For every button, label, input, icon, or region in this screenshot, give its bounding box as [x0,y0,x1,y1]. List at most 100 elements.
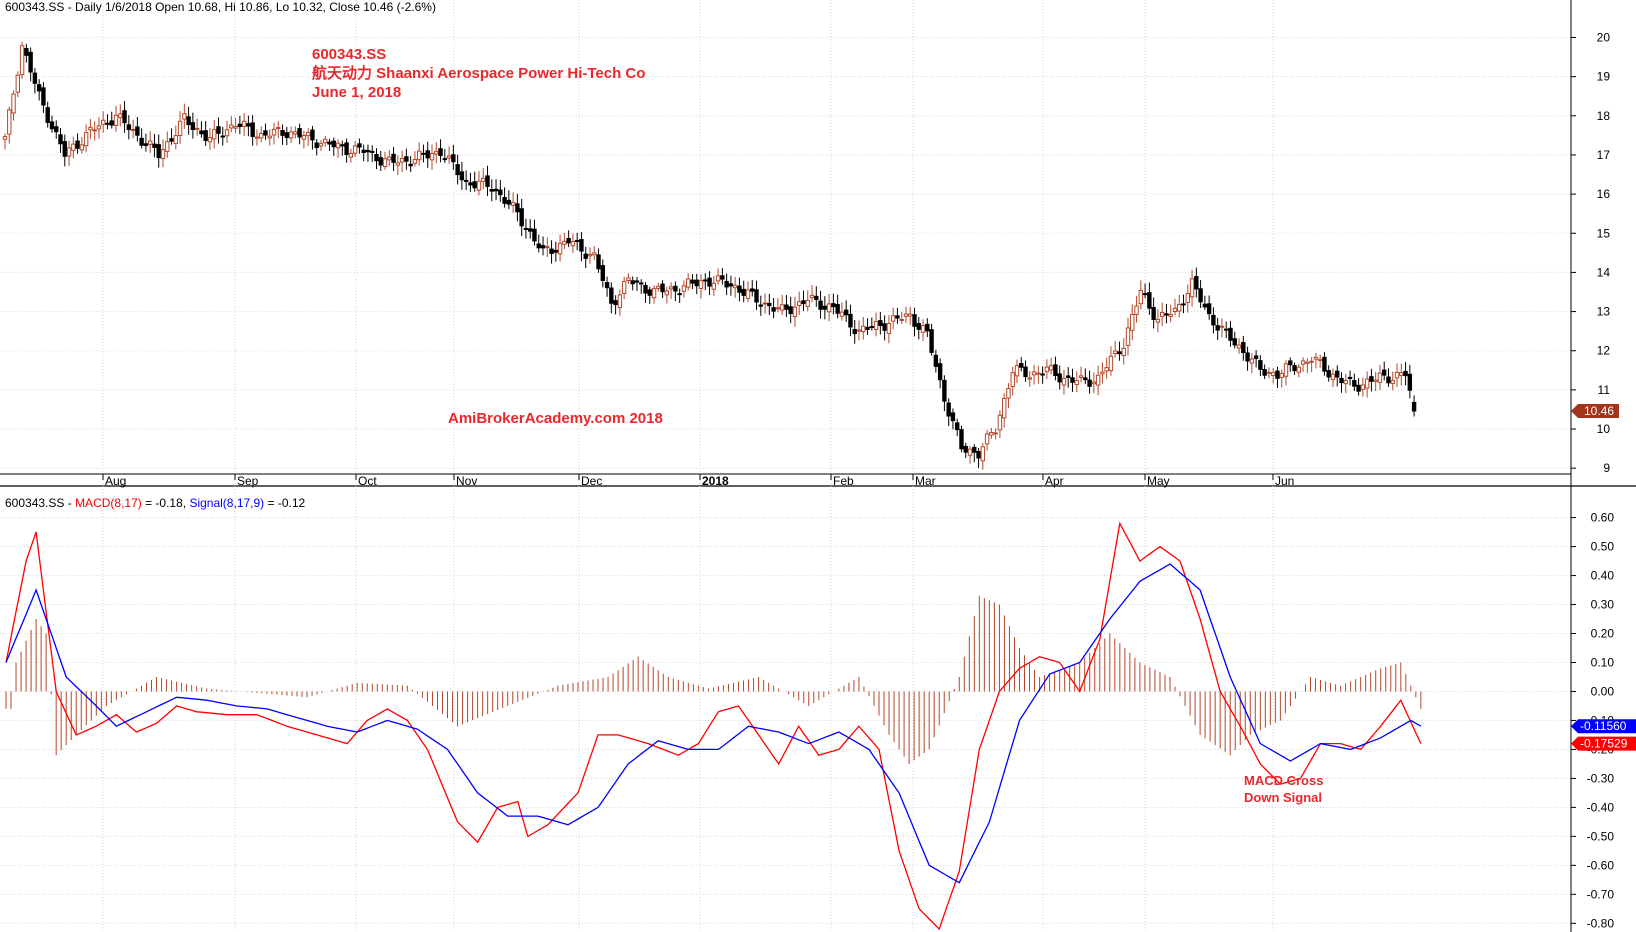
candle-body [109,120,114,126]
candle-body [587,253,593,257]
candle-body [41,87,46,106]
candle-body [1151,307,1156,320]
candle-body [955,422,960,431]
candle-body [186,116,191,126]
macd-y-tick-label: 0.50 [1591,540,1615,554]
candle-body [878,320,883,327]
candle-body [442,158,448,161]
candle-body [506,199,512,205]
candle-body [788,306,793,315]
candle-body [1053,364,1058,376]
price-y-tick-label: 10 [1597,422,1611,436]
candle-body [856,329,862,332]
candle-body [634,280,640,283]
candle-body [1373,379,1378,382]
macd-y-tick-label: 0.20 [1591,627,1615,641]
candle-body [1155,318,1161,323]
candle-body [758,304,763,307]
candle-body [1270,372,1276,376]
candle-body [980,446,986,462]
x-tick-label: Aug [105,474,126,488]
macd-header: 600343.SS - MACD(8,17) = -0.18, Signal(8… [5,496,305,510]
candle-body [724,280,729,288]
y-axes: Aug Sep Oct Nov Dec 2018 Feb Mar Apr May Jun910111… [105,30,1636,930]
candle-body [391,153,396,163]
candle-body [831,303,836,308]
annotation-line-1: MACD Cross [1244,773,1324,788]
candle-body [276,126,281,129]
candle-body [335,142,341,149]
candle-body [340,144,345,147]
candle-body [472,181,477,189]
x-tick-label: Dec [581,474,602,488]
candle-body [925,323,930,332]
candle-body [1057,373,1062,383]
candle-body [318,143,324,147]
candle-body [301,134,307,140]
x-tick-label: May [1147,474,1170,488]
candle-body [1164,313,1169,316]
candle-body [639,282,644,285]
candle-body [698,280,704,289]
candle-body [1211,314,1216,326]
candle-body [182,113,187,120]
title-symbol: 600343.SS [312,46,387,63]
candle-body [1091,381,1097,385]
candle-body [1061,377,1067,386]
macd-y-tick-label: -0.60 [1587,858,1615,872]
candle-body [570,240,576,247]
candle-body [677,293,682,296]
chart-title: 600343.SS 航天动力 Shaanxi Aerospace Power H… [312,45,645,102]
candle-body [79,144,85,151]
title-date: June 1, 2018 [312,84,402,101]
candle-body [126,124,132,130]
candle-body [1219,325,1225,328]
candle-body [1215,325,1220,331]
price-y-tick-label: 9 [1603,461,1610,475]
x-tick-label: 2018 [702,474,729,488]
candle-body [574,239,580,242]
candle-body [818,300,823,310]
candle-body [621,281,627,295]
candle-body [1245,352,1250,362]
candle-body [579,239,584,252]
candle-body [395,162,401,166]
candle-body [399,157,405,163]
candle-body [489,189,494,192]
candle-body [71,143,76,151]
candle-body [1296,366,1302,373]
candle-body [169,138,174,142]
candle-body [1023,366,1028,378]
candle-body [1253,355,1259,359]
candle-body [566,237,571,244]
candle-body [545,246,550,249]
candle-body [130,128,136,131]
candle-body [1326,370,1331,378]
candle-body [1100,371,1105,375]
candle-body [1228,327,1233,341]
candle-body [523,227,529,230]
candle-body [250,122,255,137]
candle-body [865,326,870,330]
candle-body [1407,373,1413,391]
candle-body [972,446,977,453]
candle-body [305,132,311,137]
candle-body [1189,278,1195,298]
candle-body [1309,360,1314,363]
candle-body [792,306,798,318]
candle-body [288,131,294,139]
candle-body [62,141,67,157]
candle-body [617,294,623,309]
candle-body [797,301,802,306]
macd-y-tick-label: 0.60 [1591,511,1615,525]
candle-body [967,448,973,456]
candle-body [122,110,127,124]
macd-header-value: = -0.18, [141,496,190,510]
candle-body [630,280,635,285]
candle-body [382,158,388,168]
candle-body [1031,371,1037,376]
candle-body [1095,374,1101,386]
candle-body [912,314,917,327]
candle-body [681,285,687,292]
